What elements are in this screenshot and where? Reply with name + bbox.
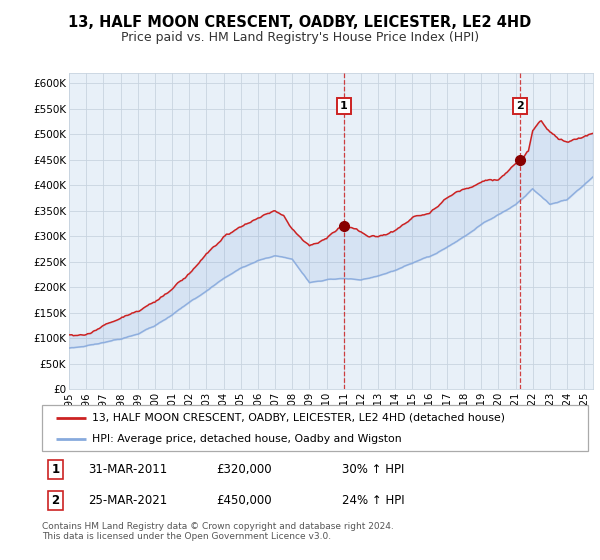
Text: 1: 1	[340, 101, 347, 111]
Text: Contains HM Land Registry data © Crown copyright and database right 2024.
This d: Contains HM Land Registry data © Crown c…	[42, 522, 394, 542]
Text: HPI: Average price, detached house, Oadby and Wigston: HPI: Average price, detached house, Oadb…	[92, 434, 402, 444]
Text: 13, HALF MOON CRESCENT, OADBY, LEICESTER, LE2 4HD (detached house): 13, HALF MOON CRESCENT, OADBY, LEICESTER…	[92, 413, 505, 423]
Text: 2: 2	[52, 494, 60, 507]
Text: 25-MAR-2021: 25-MAR-2021	[88, 494, 167, 507]
FancyBboxPatch shape	[42, 405, 588, 451]
Text: 31-MAR-2011: 31-MAR-2011	[88, 463, 167, 476]
Text: £450,000: £450,000	[217, 494, 272, 507]
Text: 24% ↑ HPI: 24% ↑ HPI	[342, 494, 405, 507]
Text: 30% ↑ HPI: 30% ↑ HPI	[342, 463, 404, 476]
Text: 1: 1	[52, 463, 60, 476]
Text: £320,000: £320,000	[217, 463, 272, 476]
Text: 2: 2	[516, 101, 524, 111]
Text: 13, HALF MOON CRESCENT, OADBY, LEICESTER, LE2 4HD: 13, HALF MOON CRESCENT, OADBY, LEICESTER…	[68, 15, 532, 30]
Text: Price paid vs. HM Land Registry's House Price Index (HPI): Price paid vs. HM Land Registry's House …	[121, 31, 479, 44]
